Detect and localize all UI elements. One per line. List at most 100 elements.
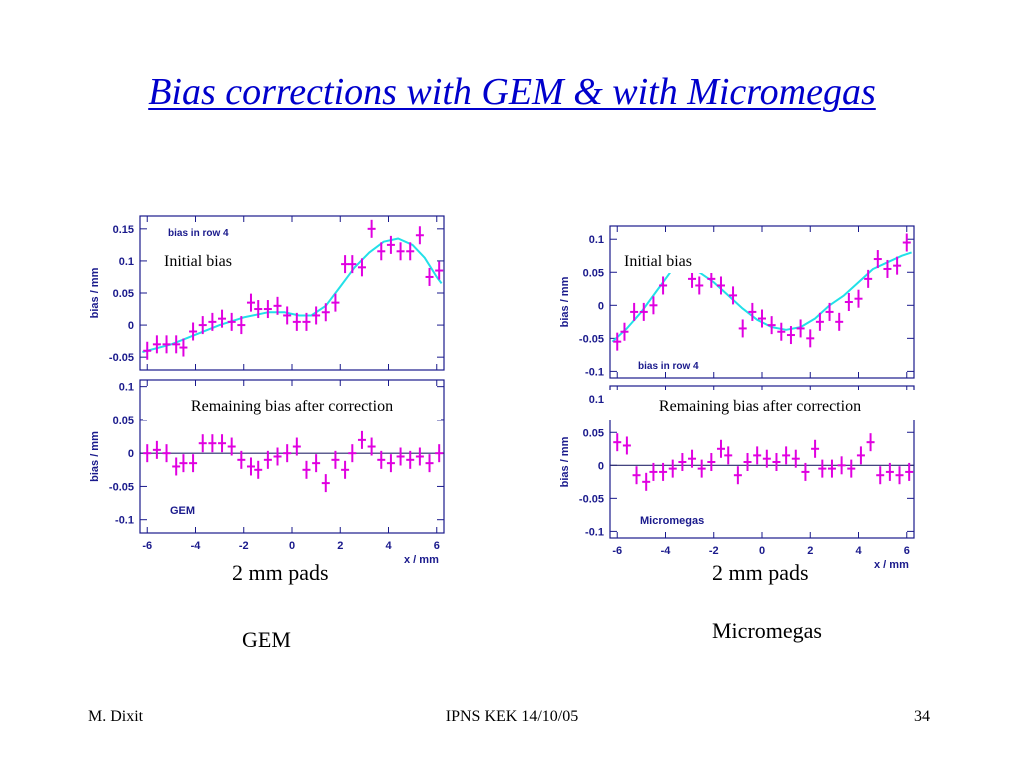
micromegas-xtick-label: -6 xyxy=(612,545,622,557)
micromegas-bottom-ytick-label: 0 xyxy=(598,460,604,472)
gem-top-data-point xyxy=(341,255,350,274)
footer-page-number: 34 xyxy=(914,708,930,725)
gem-top-data-point xyxy=(406,242,415,261)
micromegas-bottom-label: Micromegas xyxy=(640,515,704,527)
gem-top-data-point xyxy=(208,312,217,331)
micromegas-bottom-data-point xyxy=(733,466,742,485)
gem-annotation-backdrop xyxy=(143,390,441,420)
gem-top-ytick-label: 0.1 xyxy=(119,256,134,268)
micromegas-xtick-label: 0 xyxy=(759,545,765,557)
gem-top-data-point xyxy=(386,235,395,254)
micromegas-xtick-label: 2 xyxy=(807,545,813,557)
micromegas-bottom-data-point xyxy=(678,453,687,471)
gem-bottom-data-point xyxy=(406,450,415,469)
micromegas-bottom-data-point xyxy=(707,453,716,471)
micromegas-bottom-data-point xyxy=(801,462,810,481)
micromegas-bottom-data-point xyxy=(895,466,904,485)
gem-top-data-point xyxy=(143,341,152,360)
gem-bottom-data-point xyxy=(263,450,272,469)
micromegas-xtick-label: -4 xyxy=(661,545,672,557)
micromegas-bottom-data-point xyxy=(811,439,820,458)
gem-xtick-label: 2 xyxy=(337,540,343,552)
micromegas-top-ytick-label: 0.05 xyxy=(583,267,604,279)
gem-xtick-label: 0 xyxy=(289,540,295,552)
micromegas-bottom-data-point xyxy=(856,446,865,465)
gem-bottom-data-point xyxy=(143,444,152,463)
micromegas-top-data-point xyxy=(738,319,747,338)
micromegas-bottom-data-point xyxy=(905,462,914,481)
gem-bottom-data-point xyxy=(312,454,321,473)
gem-top-annotation: Initial bias xyxy=(164,253,232,270)
gem-bottom-data-point xyxy=(172,457,181,476)
gem-bottom-data-point xyxy=(331,450,340,469)
micromegas-bottom-data-point xyxy=(762,449,771,468)
footer-event: IPNS KEK 14/10/05 xyxy=(445,708,579,725)
gem-bottom-data-point xyxy=(208,434,217,453)
micromegas-top-data-point xyxy=(695,276,704,295)
gem-top-data-point xyxy=(321,303,330,322)
gem-bottom-ytick-label: -0.05 xyxy=(109,481,134,493)
gem-bottom-data-point xyxy=(162,444,171,463)
gem-bottom-data-point xyxy=(348,444,357,463)
micromegas-bottom-data-point xyxy=(791,449,800,468)
micromegas-bottom-data-point xyxy=(688,449,697,468)
gem-top-data-point xyxy=(152,335,161,354)
gem-top-ylabel: bias / mm xyxy=(89,267,101,318)
micromegas-bottom-data-point xyxy=(632,466,641,485)
gem-bottom-label: GEM xyxy=(170,505,195,517)
gem-caption-pads: 2 mm pads xyxy=(232,560,329,585)
gem-bottom-data-point xyxy=(367,437,376,456)
micromegas-top-data-point xyxy=(883,259,892,278)
gem-top-data-point xyxy=(415,226,424,245)
gem-bottom-ytick-label: 0 xyxy=(128,448,134,460)
gem-bottom-data-point xyxy=(227,437,236,456)
micromegas-bottom-data-point xyxy=(659,462,668,481)
micromegas-top-data-point xyxy=(649,296,658,315)
gem-bottom-ytick-label: 0.05 xyxy=(113,415,134,427)
micromegas-bottom-data-point xyxy=(782,446,791,465)
footer-author: M. Dixit xyxy=(88,708,144,725)
micromegas-bottom-annotation: Remaining bias after correction xyxy=(659,398,861,415)
gem-bottom-data-point xyxy=(357,430,366,449)
micromegas-top-data-point xyxy=(748,302,757,321)
gem-top-data-point xyxy=(254,300,263,319)
micromegas-bottom-data-point xyxy=(613,433,622,452)
micromegas-bottom-data-point xyxy=(697,459,706,478)
gem-top-data-point xyxy=(425,267,434,286)
gem-top-data-point xyxy=(263,300,272,319)
gem-xtick-label: -4 xyxy=(191,540,202,552)
gem-top-title: bias in row 4 xyxy=(168,228,229,239)
micromegas-top-data-point xyxy=(864,269,873,288)
gem-top-data-point xyxy=(179,338,188,357)
gem-top-data-point xyxy=(172,335,181,354)
micromegas-top-data-point xyxy=(786,326,795,345)
micromegas-top-title: bias in row 4 xyxy=(638,361,699,372)
micromegas-top-annotation-backdrop xyxy=(618,247,726,273)
gem-bottom-annotation: Remaining bias after correction xyxy=(191,398,393,415)
micromegas-bottom-data-point xyxy=(724,446,733,465)
micromegas-xlabel: x / mm xyxy=(874,559,909,571)
micromegas-bottom-data-point xyxy=(876,466,885,485)
micromegas-top-data-point xyxy=(777,322,786,341)
micromegas-bottom-data-point xyxy=(818,459,827,478)
micromegas-top-data-point xyxy=(729,286,738,305)
micromegas-annotation-backdrop xyxy=(608,390,916,420)
gem-caption-detector: GEM xyxy=(242,627,291,652)
micromegas-bottom-ytick-label: 0.1 xyxy=(589,394,604,406)
gem-bottom-ylabel: bias / mm xyxy=(89,431,101,482)
micromegas-bottom-data-point xyxy=(827,459,836,478)
gem-bottom-data-point xyxy=(283,444,292,463)
micromegas-top-data-point xyxy=(659,276,668,295)
micromegas-bottom-data-point xyxy=(866,433,875,452)
micromegas-top-data-point xyxy=(758,309,766,328)
micromegas-top-ytick-label: -0.1 xyxy=(585,366,604,378)
gem-top-ytick-label: -0.05 xyxy=(109,352,134,364)
micromegas-bottom-data-point xyxy=(668,459,677,478)
gem-top-data-point xyxy=(162,335,171,354)
micromegas-caption-detector: Micromegas xyxy=(712,618,822,643)
gem-top-data-point xyxy=(435,261,444,280)
gem-top-data-point xyxy=(377,242,386,261)
gem-bottom-data-point xyxy=(396,447,405,466)
micromegas-top-data-point xyxy=(835,312,844,331)
micromegas-top-data-point xyxy=(844,293,853,311)
